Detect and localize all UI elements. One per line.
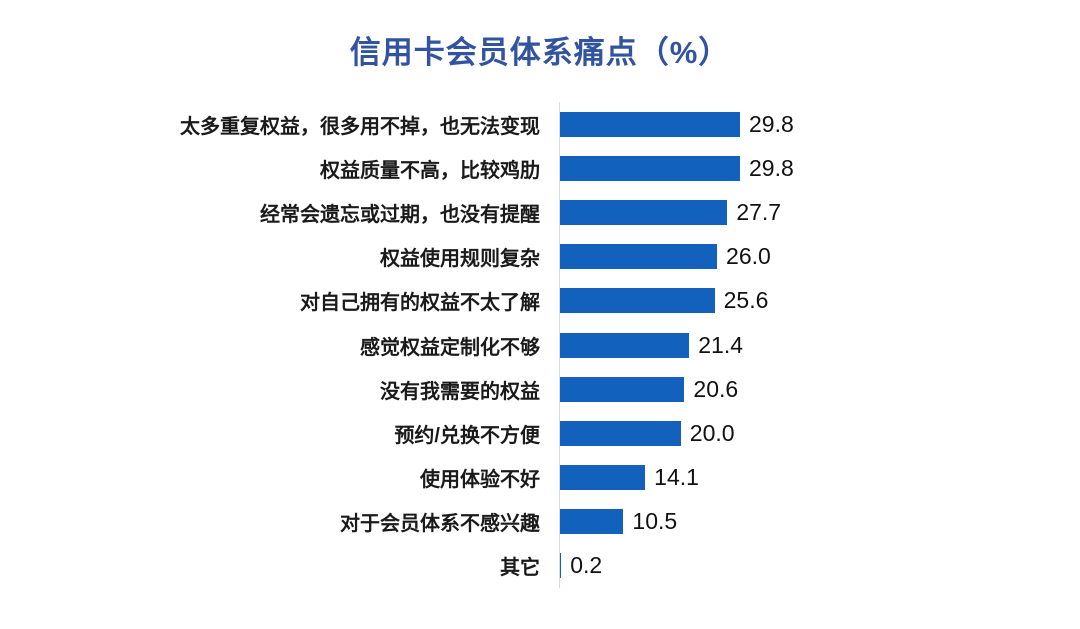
- category-label: 权益使用规则复杂: [380, 248, 540, 271]
- chart-row: 感觉权益定制化不够 21.4: [0, 322, 1080, 368]
- bar-area: 27.7: [559, 190, 1080, 235]
- chart-row: 权益质量不高，比较鸡肋 29.8: [0, 146, 1080, 191]
- category-label: 对于会员体系不感兴趣: [340, 513, 540, 536]
- bar-area: 10.5: [559, 499, 1080, 544]
- value-label: 10.5: [632, 508, 678, 535]
- value-label: 14.1: [654, 464, 699, 491]
- bar-area: 20.6: [559, 367, 1080, 412]
- value-label: 0.2: [570, 552, 603, 579]
- bar: [560, 244, 718, 270]
- chart-row: 经常会遗忘或过期，也没有提醒 27.7: [0, 190, 1080, 235]
- value-label: 21.4: [698, 331, 744, 358]
- chart-row: 没有我需要的权益 20.6: [0, 367, 1080, 412]
- category-label: 预约/兑换不方便: [394, 424, 540, 447]
- chart-row: 太多重复权益，很多用不掉，也无法变现 29.8: [0, 102, 1080, 147]
- bar: [560, 111, 740, 137]
- value-label: 20.0: [689, 419, 735, 446]
- bar: [560, 332, 690, 358]
- bar: [560, 155, 740, 181]
- bar: [560, 420, 681, 446]
- category-label: 感觉权益定制化不够: [360, 336, 540, 359]
- bar-area: 21.4: [559, 322, 1080, 368]
- bar-area: 29.8: [559, 146, 1080, 191]
- bar-area: 25.6: [559, 278, 1080, 323]
- category-label: 权益质量不高，比较鸡肋: [320, 159, 540, 182]
- chart-row: 其它 0.2: [0, 543, 1080, 589]
- value-label: 27.7: [736, 198, 782, 225]
- value-label: 29.8: [749, 110, 794, 137]
- bar: [560, 376, 685, 402]
- category-label: 没有我需要的权益: [380, 380, 540, 403]
- bar-area: 14.1: [559, 455, 1080, 500]
- value-label: 25.6: [723, 287, 769, 314]
- category-label: 对自己拥有的权益不太了解: [300, 292, 540, 315]
- bar: [560, 465, 646, 491]
- value-label: 20.6: [693, 375, 739, 402]
- category-label: 其它: [500, 557, 540, 580]
- chart-rows: 太多重复权益，很多用不掉，也无法变现 29.8 权益质量不高，比较鸡肋 29.8 经常会…: [0, 102, 1080, 589]
- category-label: 使用体验不好: [420, 469, 540, 492]
- bar: [560, 199, 728, 225]
- category-label: 太多重复权益，很多用不掉，也无法变现: [180, 115, 540, 138]
- chart-row: 对自己拥有的权益不太了解 25.6: [0, 278, 1080, 323]
- bar: [560, 553, 562, 579]
- bar-area: 29.8: [559, 102, 1080, 147]
- chart-row: 权益使用规则复杂 26.0: [0, 234, 1080, 279]
- bar-area: 26.0: [559, 234, 1080, 279]
- bar: [560, 509, 624, 535]
- category-label: 经常会遗忘或过期，也没有提醒: [260, 203, 540, 226]
- bar-area: 0.2: [559, 543, 1080, 589]
- chart-row: 使用体验不好 14.1: [0, 455, 1080, 500]
- value-label: 29.8: [749, 154, 794, 181]
- bar-area: 20.0: [559, 411, 1080, 456]
- chart-row: 预约/兑换不方便 20.0: [0, 411, 1080, 456]
- bar: [560, 288, 715, 314]
- chart-row: 对于会员体系不感兴趣 10.5: [0, 499, 1080, 544]
- value-label: 26.0: [726, 243, 771, 270]
- chart-title: 信用卡会员体系痛点（%）: [349, 35, 731, 70]
